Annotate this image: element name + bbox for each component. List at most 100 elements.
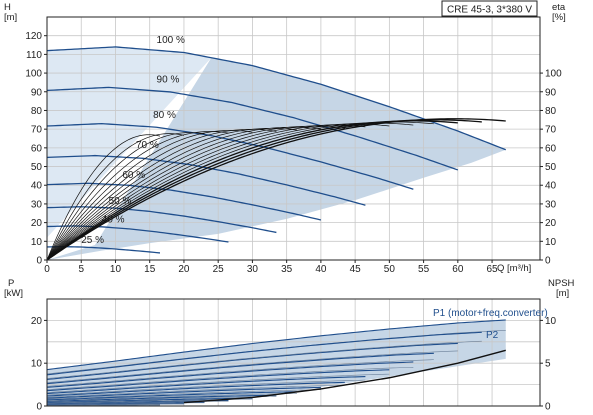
p-tick-label: 0 [36,402,42,413]
speed-curve [46,122,414,190]
power-npsh-plot: 0 10 20 0 5 10 [31,298,557,413]
h-axis-label: H [4,2,11,13]
p2-curve [46,366,414,390]
x-tick-label: 65 [487,264,499,275]
p2-curve [46,373,390,393]
h-tick-label: 100 [25,69,42,80]
p1-curve [46,361,414,388]
p1-curve [46,376,366,395]
x-tick-label: 0 [44,264,50,275]
efficiency-curve [46,129,277,261]
h-tick-label: 0 [36,256,42,267]
p1-curve [46,319,506,371]
eta-tick-label: 20 [545,218,557,229]
efficiency-curve [46,121,434,261]
p1-curve [46,369,390,392]
h-tick-label: 40 [31,181,43,192]
x-tick-label: 25 [213,264,225,275]
x-tick-label: 10 [110,264,122,275]
x-tick-label: 50 [384,264,396,275]
speed-label: 25 % [81,235,104,246]
p2-curve [46,393,297,401]
eta-tick-label: 60 [545,143,557,154]
p2-curve [46,396,277,403]
speed-label: 80 % [153,110,176,121]
p2-curve [46,389,321,400]
npsh-tick-label: 5 [545,359,551,370]
eta-axis-unit: [%] [552,12,566,23]
eta-tick-label: 80 [545,106,557,117]
x-tick-label: 5 [78,264,84,275]
h-tick-label: 30 [31,199,43,210]
x-tick-label: 60 [452,264,464,275]
bottom-frame [46,298,541,407]
efficiency-curve [46,133,185,261]
x-tick-label: 15 [144,264,156,275]
npsh-curve [183,349,506,404]
eta-tick-label: 100 [545,69,562,80]
efficiency-curve [46,132,205,261]
efficiency-curve [46,122,414,261]
h-tick-label: 70 [31,125,43,136]
efficiency-curve [46,120,458,261]
h-tick-label: 50 [31,162,43,173]
h-tick-label: 10 [31,237,43,248]
speed-curve [46,154,366,206]
p2-curve [46,384,345,398]
eta-axis-label: eta [552,2,566,13]
top-frame [46,16,541,261]
p-axis-unit: [kW] [4,288,23,299]
npsh-axis-unit: [m] [556,288,569,299]
speed-label: 70 % [136,140,159,151]
p1-curve [46,342,458,381]
eta-tick-label: 40 [545,181,557,192]
eta-tick-label: 0 [545,256,551,267]
p-tick-label: 10 [31,359,43,370]
speed-label: 90 % [157,74,180,85]
p1-curve [46,386,321,399]
speed-label: 40 % [102,215,125,226]
eta-tick-label: 50 [545,162,557,173]
h-tick-label: 90 [31,87,43,98]
p2-curve [46,403,184,406]
p1-curve [46,381,345,397]
h-axis-unit: [m] [4,12,17,23]
speed-curve [46,225,229,243]
chart-title: CRE 45-3, 3*380 V [447,5,532,16]
h-tick-label: 20 [31,218,43,229]
p1-curve [46,391,297,401]
efficiency-curve [46,123,390,261]
p1-label: P1 (motor+freq.converter) [433,308,548,319]
efficiency-curve [46,130,253,261]
p-axis-label: P [8,278,14,289]
eta-tick-label: 10 [545,237,557,248]
eta-tick-label: 70 [545,125,557,136]
npsh-axis-label: NPSH [548,278,575,289]
title-box [441,0,538,17]
efficiency-curve [46,124,366,261]
efficiency-curve [46,134,161,261]
x-tick-label: 55 [418,264,430,275]
p2-curve [46,359,434,387]
operating-band [47,57,506,260]
p1-curve [46,394,277,403]
q-axis-label: Q [m³/h] [497,263,531,274]
p1-curve [46,352,434,385]
eta-tick-label: 30 [545,199,557,210]
x-tick-label: 40 [315,264,327,275]
p2-curve [46,350,458,383]
p2-label: P2 [486,330,499,341]
performance-plot: 100 % 90 % 80 % 70 % 60 % 50 % 40 % 25 % 0 5 10 15 2… [25,16,562,275]
h-tick-label: 80 [31,106,43,117]
efficiency-curve [46,131,229,261]
h-tick-label: 120 [25,31,42,42]
x-tick-label: 30 [247,264,259,275]
speed-label: 60 % [122,170,145,181]
efficiency-curve [46,126,321,261]
p1-curve [46,397,253,404]
p-tick-label: 20 [31,316,43,327]
x-tick-label: 20 [178,264,190,275]
speed-label: 50 % [109,196,132,207]
